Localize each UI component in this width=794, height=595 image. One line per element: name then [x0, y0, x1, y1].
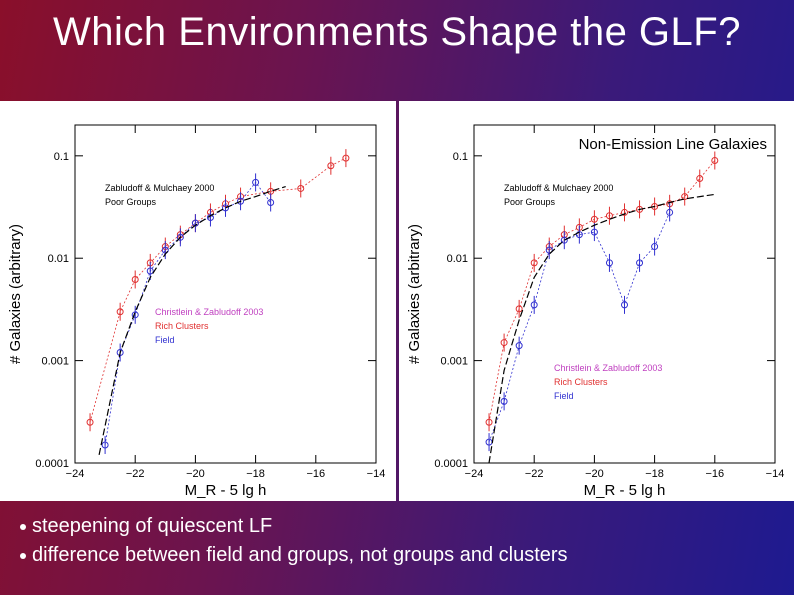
x-axis-label: M_R - 5 lg h [584, 482, 666, 499]
data-point [485, 418, 493, 426]
data-point [146, 267, 154, 275]
x-axis-label: M_R - 5 lg h [185, 482, 267, 499]
annotation: Rich Clusters [155, 321, 209, 331]
data-point [605, 259, 613, 267]
y-axis-label: # Galaxies (arbitrary) [406, 224, 423, 364]
data-point [131, 275, 139, 283]
data-point [116, 308, 124, 316]
data-point [530, 301, 538, 309]
chart-title: Non-Emission Line Galaxies [579, 136, 767, 153]
annotation: Zabludoff & Mulchaey 2000 [105, 183, 214, 193]
data-point [500, 397, 508, 405]
annotation: Poor Groups [504, 197, 556, 207]
plot-frame [74, 124, 377, 464]
y-tick-label: 0.01 [447, 253, 468, 265]
bullet-item: difference between field and groups, not… [20, 544, 568, 573]
x-tick-label: −24 [66, 468, 85, 480]
bullet-dot-icon [20, 523, 26, 530]
data-point [636, 259, 644, 267]
left-chart-panel: −24 −22 −20 −18 −16 −14 0.0001 0.001 0.01 0.1 M_R … [0, 101, 396, 501]
series-line [104, 181, 271, 446]
x-tick-label: −14 [766, 468, 785, 480]
data-point [86, 418, 94, 426]
bullet-item: steepening of quiescent LF [20, 515, 568, 544]
y-tick-label: 0.0001 [35, 458, 69, 470]
bullet-list: steepening of quiescent LF difference be… [20, 515, 568, 573]
y-tick-label: 0.01 [48, 253, 69, 265]
series-line-poor-groups [488, 193, 715, 464]
bullet-dot-icon [20, 552, 26, 559]
data-point [222, 204, 229, 212]
data-point [575, 231, 583, 239]
data-point [191, 219, 199, 227]
data-point [297, 184, 305, 192]
y-tick-label: 0.001 [440, 356, 468, 368]
x-tick-label: −18 [645, 468, 664, 480]
plot-frame [473, 124, 776, 464]
annotation: Rich Clusters [554, 377, 608, 387]
data-point [651, 243, 659, 251]
data-point [342, 154, 350, 162]
y-tick-label: 0.1 [54, 151, 69, 163]
series-line [89, 157, 347, 423]
annotation: Field [554, 391, 574, 401]
data-point [621, 208, 628, 216]
data-point [560, 236, 568, 244]
data-point [267, 199, 275, 207]
annotation: Field [155, 335, 175, 345]
left-chart: −24 −22 −20 −18 −16 −14 0.0001 0.001 0.01 0.1 M_R … [7, 124, 386, 499]
y-tick-label: 0.1 [453, 151, 468, 163]
data-point [101, 441, 109, 449]
x-tick-label: −24 [465, 468, 484, 480]
data-point [237, 197, 245, 205]
data-point [500, 339, 508, 347]
x-tick-label: −20 [585, 468, 604, 480]
y-axis-label: # Galaxies (arbitrary) [7, 224, 24, 364]
x-tick-label: −18 [246, 468, 265, 480]
data-point [621, 301, 628, 309]
data-point [681, 193, 689, 201]
annotation: Christlein & Zabludoff 2003 [155, 307, 263, 317]
x-tick-label: −22 [126, 468, 145, 480]
x-tick-label: −22 [525, 468, 544, 480]
data-point [545, 246, 553, 254]
x-tick-label: −14 [367, 468, 386, 480]
x-tick-label: −16 [306, 468, 325, 480]
bullet-text: difference between field and groups, not… [32, 544, 568, 566]
series-line [488, 160, 716, 423]
slide-title: Which Environments Shape the GLF? [53, 10, 741, 54]
data-point [176, 233, 184, 241]
bullet-text: steepening of quiescent LF [32, 515, 273, 537]
annotation: Christlein & Zabludoff 2003 [554, 363, 662, 373]
data-point [131, 311, 139, 319]
y-tick-label: 0.0001 [434, 458, 468, 470]
data-point [590, 228, 598, 236]
annotation: Poor Groups [105, 197, 157, 207]
data-point [711, 157, 719, 165]
data-point [696, 175, 704, 183]
series-line [488, 212, 670, 443]
series-line-poor-groups [98, 186, 286, 456]
x-tick-label: −16 [705, 468, 724, 480]
annotation: Zabludoff & Mulchaey 2000 [504, 183, 613, 193]
data-point [252, 178, 260, 186]
data-point [515, 342, 523, 350]
data-point [530, 259, 538, 267]
data-point [590, 215, 598, 223]
data-point [666, 208, 674, 216]
y-tick-label: 0.001 [41, 356, 69, 368]
data-point [327, 162, 335, 170]
data-point [515, 305, 523, 313]
right-chart-panel: −24 −22 −20 −18 −16 −14 0.0001 0.001 0.01 0.1 M_R … [399, 101, 794, 501]
data-point [605, 212, 613, 220]
x-tick-label: −20 [186, 468, 205, 480]
right-chart: −24 −22 −20 −18 −16 −14 0.0001 0.001 0.01 0.1 M_R … [406, 124, 785, 499]
data-point [206, 213, 214, 221]
